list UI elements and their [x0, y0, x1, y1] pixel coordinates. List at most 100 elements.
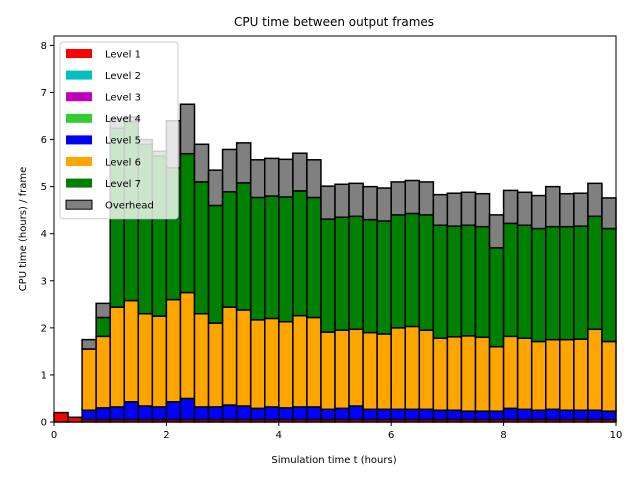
bar-level-5-19	[320, 408, 336, 421]
bar-level-6-4	[109, 306, 125, 408]
bar-level-6-15	[264, 317, 280, 408]
bar-level-6-8	[165, 298, 182, 403]
bar-overhead-37	[573, 192, 589, 227]
y-tick-label-8: 8	[41, 41, 47, 52]
bar-level-6-24	[390, 327, 407, 411]
bar-level-6-19	[320, 331, 336, 411]
bar-level-5-8	[165, 401, 182, 421]
bar-overhead-32	[502, 189, 519, 225]
bar-overhead-34	[530, 194, 547, 230]
bar-level-5-31	[488, 410, 505, 421]
bar-level-7-28	[446, 225, 463, 338]
bar-level-5-32	[502, 407, 519, 421]
bar-level-1-1	[67, 416, 83, 423]
bar-level-6-9	[179, 291, 196, 400]
y-axis-label: CPU time (hours) / frame	[18, 167, 29, 292]
bar-overhead-20	[334, 183, 350, 218]
bar-level-5-21	[348, 405, 364, 421]
bar-overhead-27	[432, 193, 449, 226]
bar-level-7-35	[545, 225, 561, 341]
legend-box	[59, 41, 179, 220]
legend-swatch-level-7	[66, 178, 92, 188]
bar-level-7-36	[559, 225, 575, 341]
legend-swatch-overhead	[65, 199, 93, 210]
legend-label-level-5: Level 5	[105, 136, 141, 147]
bar-level-5-36	[559, 409, 575, 421]
bar-level-5-25	[404, 408, 421, 421]
bar-level-1-0	[53, 411, 69, 423]
bar-level-6-6	[137, 312, 154, 407]
bars-group	[53, 103, 617, 423]
bar-level-6-33	[516, 337, 533, 411]
bar-level-7-18	[306, 196, 322, 319]
bar-level-5-5	[123, 401, 140, 421]
bar-overhead-31	[488, 214, 505, 249]
bar-level-5-38	[587, 409, 603, 421]
x-tick-label-4: 8	[500, 430, 506, 441]
bar-level-7-20	[334, 216, 350, 331]
y-tick-label-7: 7	[41, 88, 47, 99]
bar-level-5-15	[264, 406, 280, 421]
bar-level-7-11	[207, 204, 224, 324]
bar-overhead-22	[362, 185, 378, 221]
bar-level-6-16	[278, 320, 294, 409]
bar-overhead-29	[460, 191, 477, 226]
bar-level-5-29	[460, 410, 477, 421]
bar-level-6-34	[530, 340, 547, 411]
bar-level-7-29	[460, 224, 477, 337]
bar-level-5-12	[221, 404, 238, 421]
bar-level-6-20	[334, 329, 350, 410]
bar-level-6-31	[488, 345, 505, 412]
bar-level-5-28	[446, 409, 463, 421]
bar-level-7-13	[235, 182, 252, 311]
bar-overhead-15	[264, 157, 280, 197]
bar-overhead-26	[418, 181, 435, 216]
bar-level-5-13	[235, 405, 252, 421]
bar-level-6-30	[474, 336, 491, 412]
bar-overhead-19	[320, 185, 336, 220]
bar-overhead-13	[235, 142, 252, 184]
bar-overhead-38	[587, 182, 603, 218]
bar-overhead-39	[601, 197, 617, 230]
bar-level-7-17	[292, 190, 308, 317]
bar-overhead-17	[292, 152, 308, 192]
bar-level-5-16	[278, 407, 294, 421]
bar-level-7-9	[179, 152, 196, 294]
bar-level-5-30	[474, 410, 491, 421]
y-tick-label-3: 3	[41, 276, 47, 287]
bar-level-7-31	[488, 247, 505, 348]
bar-level-5-10	[193, 406, 210, 421]
bar-overhead-28	[446, 192, 463, 227]
legend-label-level-3: Level 3	[105, 93, 141, 104]
bar-level-6-17	[292, 314, 308, 408]
bar-level-5-9	[179, 397, 196, 421]
bar-overhead-36	[559, 192, 575, 228]
bar-level-5-35	[545, 408, 561, 421]
legend-swatch-level-3	[66, 92, 92, 102]
bar-level-6-12	[221, 306, 238, 406]
legend-label-level-6: Level 6	[105, 157, 141, 168]
bar-level-7-34	[530, 227, 547, 343]
bar-overhead-12	[221, 148, 238, 193]
bar-level-5-37	[573, 409, 589, 421]
bar-level-7-10	[193, 181, 210, 315]
chart-title: CPU time between output frames	[234, 15, 434, 29]
bar-level-6-39	[601, 340, 617, 412]
bar-overhead-10	[193, 143, 210, 183]
legend-label-level-2: Level 2	[105, 71, 141, 82]
bar-level-7-15	[264, 195, 280, 320]
bar-level-6-32	[502, 335, 519, 410]
bar-level-7-19	[320, 218, 336, 333]
bar-level-6-36	[559, 338, 575, 411]
legend-label-level-7: Level 7	[105, 179, 141, 190]
y-tick-label-5: 5	[41, 182, 47, 193]
y-tick-label-0: 0	[41, 418, 47, 429]
bar-level-7-21	[348, 215, 364, 331]
y-tick-label-1: 1	[41, 370, 47, 381]
bar-overhead-11	[207, 169, 224, 207]
bar-level-7-25	[404, 212, 421, 328]
bar-level-6-14	[249, 319, 266, 410]
bar-level-6-18	[306, 316, 322, 408]
bar-level-6-2	[81, 348, 97, 411]
plot-frame	[53, 35, 617, 423]
